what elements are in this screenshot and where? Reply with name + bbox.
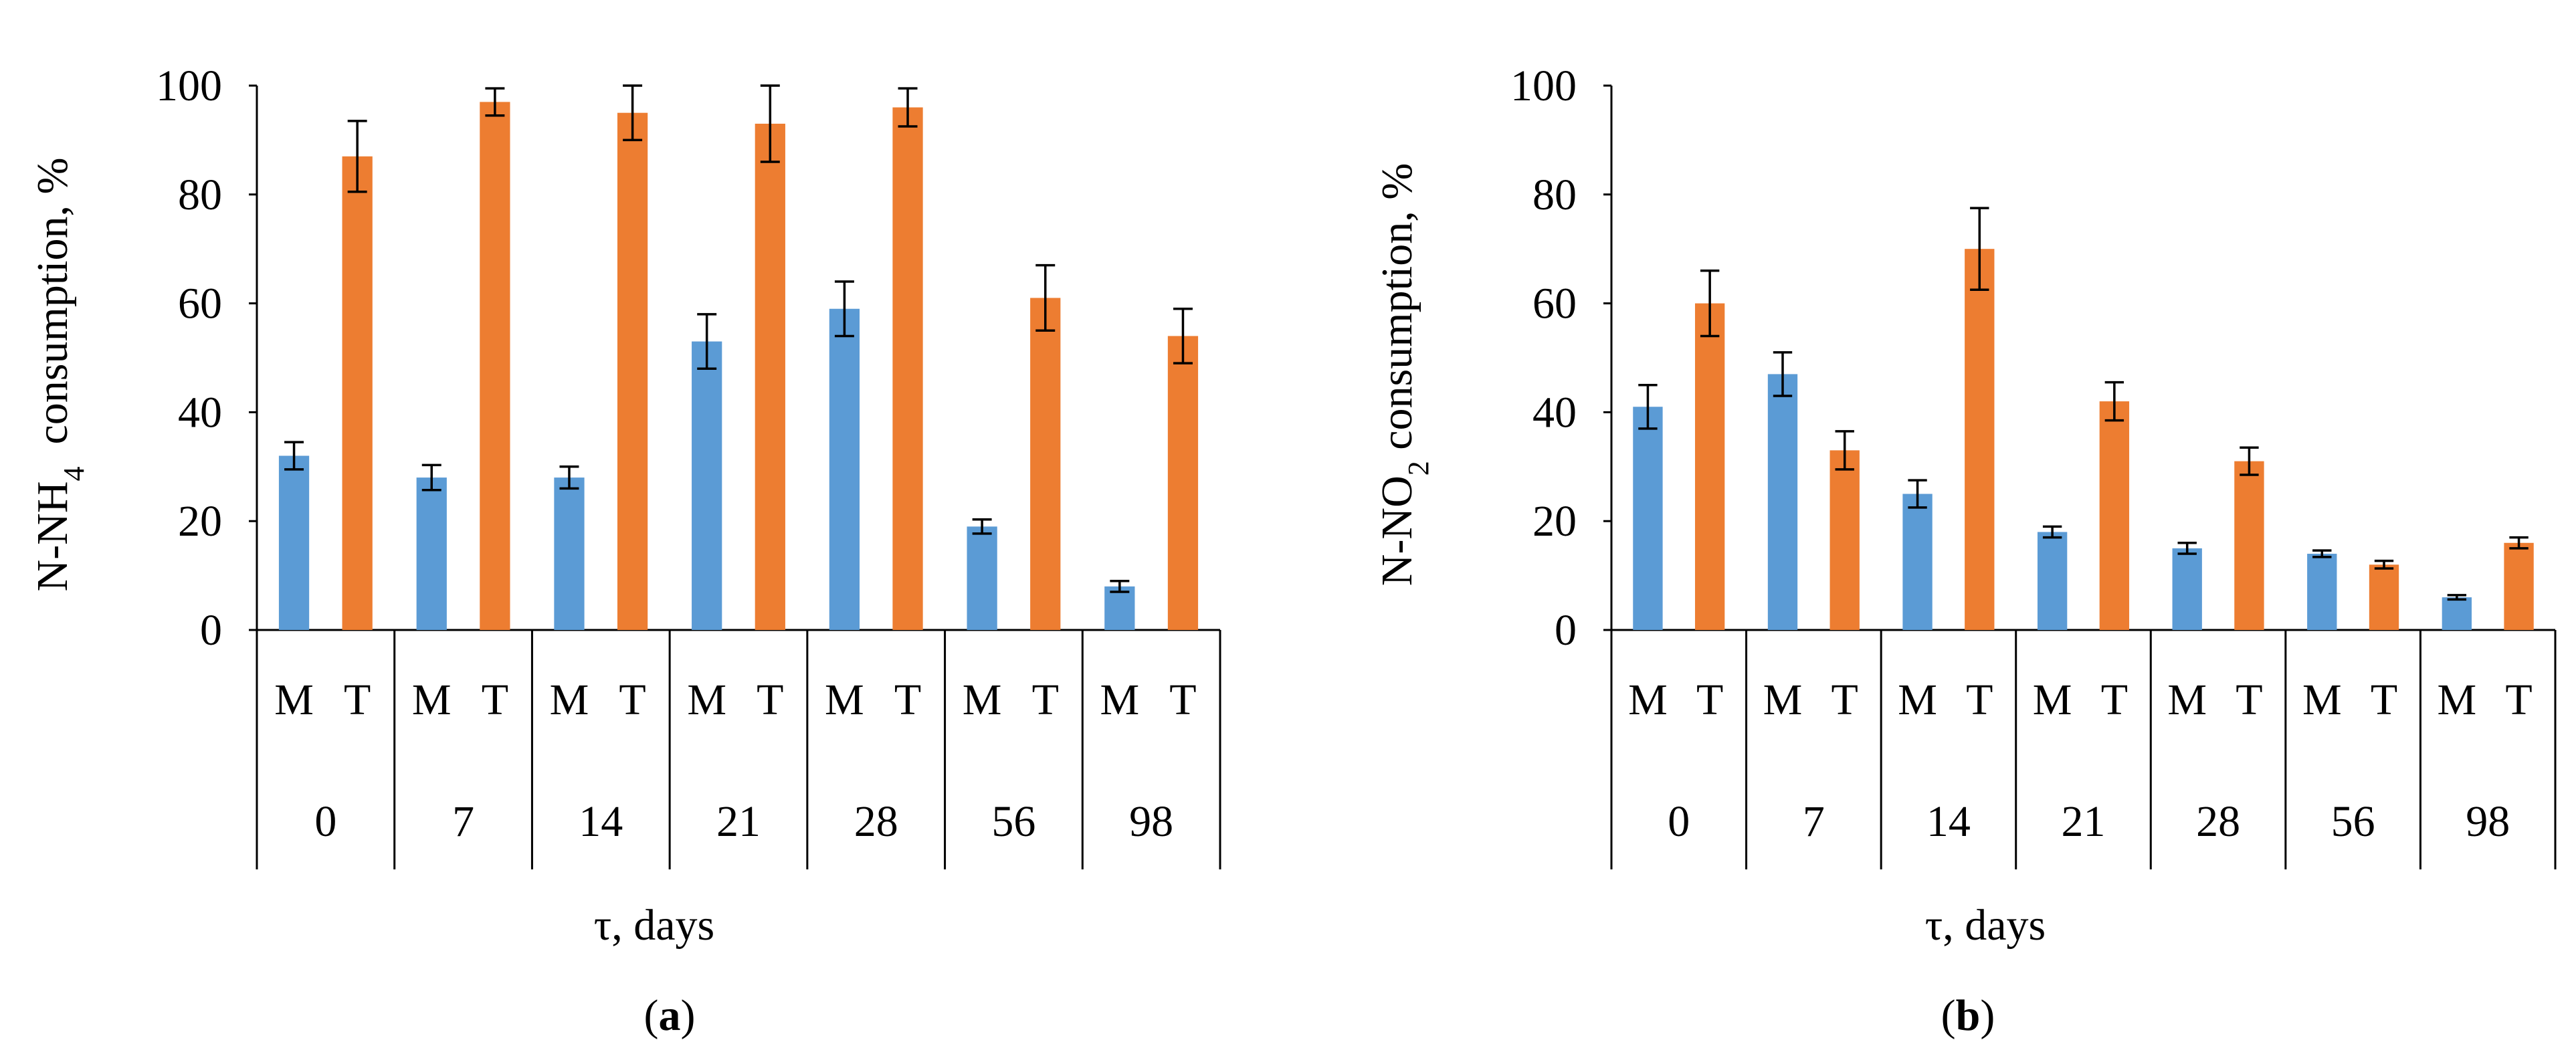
bar-T-21 <box>755 123 785 631</box>
subcategory-label: M <box>1898 675 1937 724</box>
subcategory-label: M <box>274 675 314 724</box>
y-tick-label: 20 <box>178 497 222 546</box>
chart-panel-b: N-NO2 consumption, % τ, days (b) 0 20 40 60… <box>1373 62 2557 1040</box>
subcategory-label: M <box>2167 675 2207 724</box>
bar-M-7 <box>1767 374 1798 630</box>
subcategory-label: M <box>1763 675 1803 724</box>
bar-M-0 <box>278 455 310 630</box>
bar-T-98 <box>1167 336 1199 630</box>
bar-T-14 <box>617 112 648 630</box>
subcategory-label: T <box>1032 675 1059 724</box>
subcategory-label: T <box>1696 675 1723 724</box>
subcategory-label: T <box>619 675 646 724</box>
bar-M-28 <box>2172 548 2202 630</box>
subcategory-label: T <box>1169 675 1196 724</box>
group-label: 7 <box>1803 797 1825 846</box>
subcategory-label: T <box>482 675 508 724</box>
bar-T-56 <box>2369 564 2399 630</box>
group-label: 56 <box>2331 797 2375 846</box>
group-label: 14 <box>579 797 623 846</box>
y-tick-label: 40 <box>1532 388 1577 437</box>
x-axis-label: τ, days <box>1925 901 2046 950</box>
group-label: 0 <box>314 797 336 846</box>
group-label: 21 <box>2062 797 2106 846</box>
bar-T-56 <box>1030 298 1061 630</box>
x-axis-label: τ, days <box>594 901 715 950</box>
bar-T-28 <box>892 107 923 630</box>
bar-M-14 <box>554 477 585 630</box>
subcategory-label: M <box>687 675 726 724</box>
bar-T-14 <box>1965 249 1995 630</box>
y-tick-label: 40 <box>178 388 222 437</box>
y-axis-label: N-NH4 consumption, % <box>28 158 90 592</box>
subcategory-label: T <box>2101 675 2128 724</box>
group-label: 21 <box>716 797 761 846</box>
group-label: 14 <box>1926 797 1971 846</box>
subcategory-label: M <box>412 675 452 724</box>
chart-panel-a: N-NH4 consumption, % τ, days (a) 0 20 40 60… <box>28 62 1221 1040</box>
panel-label: (b) <box>1941 991 1995 1040</box>
bar-M-0 <box>1633 407 1663 630</box>
group-label: 28 <box>854 797 898 846</box>
bar-T-7 <box>1829 450 1860 630</box>
y-tick-label: 20 <box>1532 497 1577 546</box>
subcategory-label: T <box>757 675 783 724</box>
bar-M-98 <box>1104 586 1135 630</box>
group-label: 0 <box>1668 797 1690 846</box>
bar-M-21 <box>692 341 722 630</box>
bar-M-7 <box>416 477 447 630</box>
y-tick-label: 60 <box>1532 280 1577 328</box>
y-tick-label: 0 <box>1555 606 1577 655</box>
subcategory-label: T <box>1831 675 1858 724</box>
subcategory-label: M <box>1628 675 1668 724</box>
subcategory-label: M <box>963 675 1002 724</box>
subcategory-label: M <box>825 675 864 724</box>
bar-T-0 <box>342 156 373 630</box>
subcategory-label: T <box>344 675 371 724</box>
y-tick-label: 100 <box>1510 62 1577 110</box>
y-tick-label: 60 <box>178 280 222 328</box>
subcategory-label: T <box>1966 675 1993 724</box>
bar-M-56 <box>967 526 997 630</box>
subcategory-label: M <box>2438 675 2477 724</box>
bar-M-98 <box>2442 597 2472 630</box>
y-tick-label: 80 <box>178 171 222 219</box>
y-axis-label: N-NO2 consumption, % <box>1373 163 1435 586</box>
bar-T-21 <box>2099 401 2130 630</box>
bar-M-28 <box>829 308 860 630</box>
subcategory-label: M <box>2302 675 2342 724</box>
y-tick-label: 0 <box>200 606 222 655</box>
bar-T-98 <box>2504 542 2534 630</box>
group-label: 56 <box>991 797 1035 846</box>
subcategory-label: T <box>894 675 921 724</box>
group-label: 7 <box>452 797 474 846</box>
bar-M-14 <box>1902 494 1933 630</box>
bar-M-56 <box>2307 554 2337 630</box>
subcategory-label: T <box>2505 675 2532 724</box>
y-tick-label: 100 <box>156 62 222 110</box>
bar-T-0 <box>1694 303 1725 630</box>
subcategory-label: T <box>2236 675 2262 724</box>
y-tick-label: 80 <box>1532 171 1577 219</box>
subcategory-label: M <box>550 675 589 724</box>
group-label: 28 <box>2196 797 2240 846</box>
group-label: 98 <box>2466 797 2510 846</box>
subcategory-label: M <box>2033 675 2072 724</box>
bar-T-28 <box>2234 461 2264 630</box>
group-label: 98 <box>1129 797 1173 846</box>
subcategory-label: T <box>2371 675 2397 724</box>
bar-T-7 <box>480 102 510 631</box>
panel-label: (a) <box>644 991 696 1040</box>
subcategory-label: M <box>1100 675 1139 724</box>
bar-M-21 <box>2037 532 2068 630</box>
